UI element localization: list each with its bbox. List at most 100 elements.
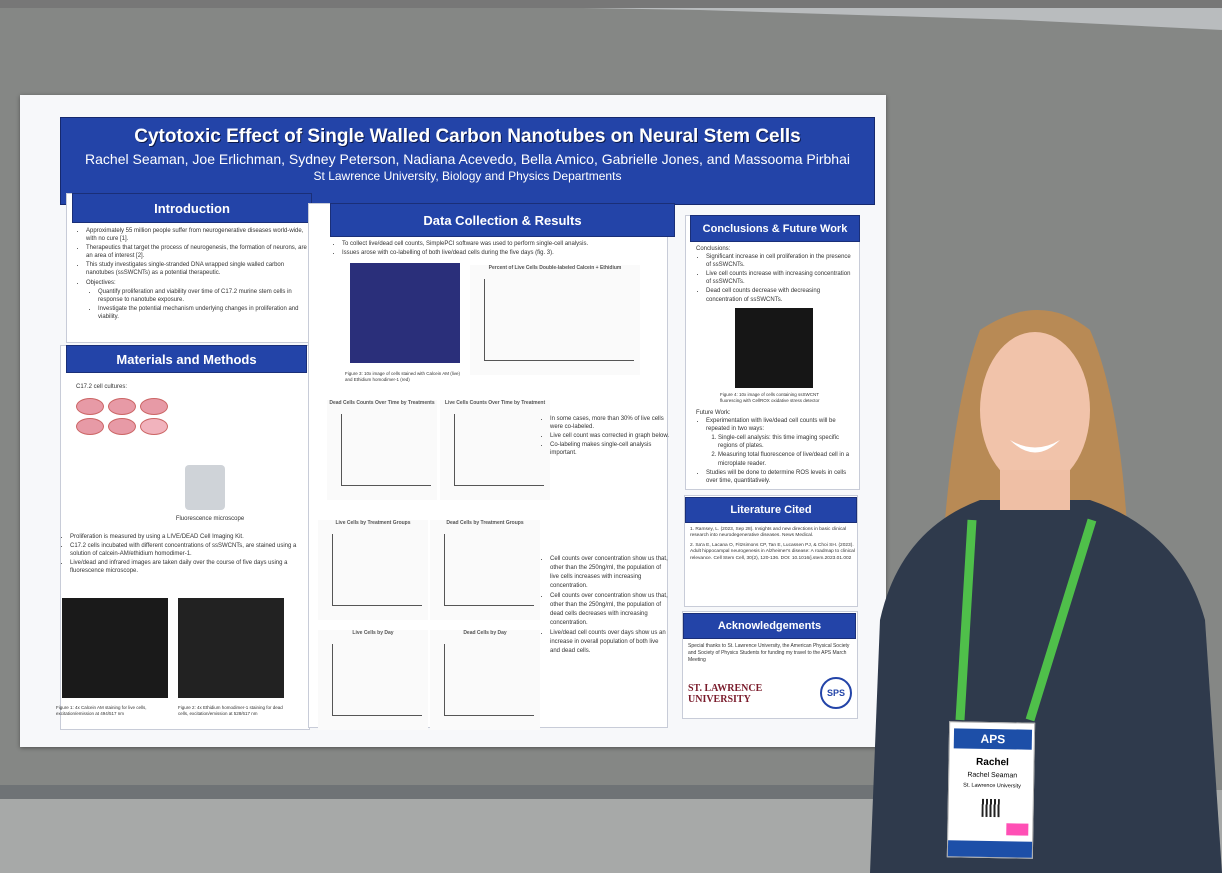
board-frame [0,785,880,799]
conclusions-intro: Conclusions: [696,246,731,252]
title-bar: Cytotoxic Effect of Single Walled Carbon… [60,117,875,205]
badge-full-name: Rachel Seaman [967,771,1018,780]
university-logo: ST. LAWRENCE UNIVERSITY [688,683,763,705]
intro-text: Approximately 55 million people suffer f… [76,227,308,339]
badge-qr [981,798,1000,818]
badge-name: Rachel [975,756,1009,769]
reference: 2. Sa'a E, Lacana O, Fitzsimons CP, Tan … [690,542,855,561]
lanyard [955,518,1097,722]
dish [76,418,104,435]
results-note-list: In some cases, more than 30% of live cel… [540,415,670,457]
face [980,332,1090,488]
intro-heading: Introduction [72,193,312,223]
conclusion-item-list: Significant increase in cell proliferati… [696,253,856,304]
reference: 1. Ramsey, L. (2023, Sep 28). Insights a… [690,527,847,539]
dish [108,398,136,415]
chart-title: Live Cells by Day [352,630,394,636]
society-logo: SPS [820,677,852,709]
chart-axes [332,534,422,606]
future-label: Future Work: [696,410,731,416]
chart-title: Percent of Live Cells Double-labeled Cal… [488,265,622,271]
chart-thumb: Live Cells by Treatment Groups [318,520,428,620]
live-image [62,598,168,698]
methods-text: Proliferation is measured by using a LIV… [60,533,306,593]
smile [1010,440,1060,453]
badge-sticker [1006,823,1029,836]
person [870,310,1222,873]
conclusion-item: Significant increase in cell proliferati… [706,253,856,269]
chart-axes [444,644,534,716]
intro-bullet: Objectives: [86,279,308,287]
conclusion-item: Live cell counts increase with increasin… [706,270,856,286]
results-bullet: To collect live/dead cell counts, Simple… [342,240,672,248]
figure-caption: Figure 2: 4x Ethidium homodimer-1 staini… [178,705,283,717]
conclusions-text: Conclusions:Significant increase in cell… [696,245,856,305]
intro-bullet: This study investigates single-stranded … [86,261,308,277]
poster-title: Cytotoxic Effect of Single Walled Carbon… [134,126,801,147]
results-note: Co-labeling makes single-cell analysis i… [550,441,670,457]
board-top [0,0,1222,8]
dish [140,418,168,435]
conclusion-item: Dead cell counts decrease with decreasin… [706,287,856,303]
methods-heading: Materials and Methods [66,345,307,373]
dish [108,418,136,435]
dead-image [178,598,284,698]
chart-axes [341,414,431,486]
results-note: In some cases, more than 30% of live cel… [550,415,670,431]
badge: APS Rachel Rachel Seaman St. Lawrence Unive… [946,721,1036,859]
cellrox-image [735,308,813,388]
chart-thumb: Dead Cells by Treatment Groups [430,520,540,620]
chart-title: Dead Cells by Treatment Groups [446,520,524,526]
culture-label: C17.2 cell cultures: [76,384,128,390]
methods-bullet-list: Proliferation is measured by using a LIV… [60,533,306,575]
future-item: Experimentation with live/dead cell coun… [706,417,858,433]
poster-affiliation: St Lawrence University, Biology and Phys… [313,169,622,183]
chart-thumb: Dead Cells Counts Over Time by Treatment… [327,400,437,500]
results-notes: In some cases, more than 30% of live cel… [540,415,670,475]
chart-thumb: Live Cells by Day [318,630,428,730]
results-finding: Cell counts over concentration show us t… [550,555,670,591]
figure-caption: Figure 1: 4x Calcein AM staining for liv… [56,705,147,717]
chart-axes [454,414,544,486]
methods-bullet: C17.2 cells incubated with different con… [70,542,306,558]
methods-bullet: Live/dead and infrared images are taken … [70,559,306,575]
chart-axes [444,534,534,606]
results-finding-list: Cell counts over concentration show us t… [542,555,670,656]
chart-title: Live Cells by Treatment Groups [335,520,411,526]
ack-text: Special thanks to St. Lawrence Universit… [688,643,850,663]
future-text: Future Work:Experimentation with live/de… [696,409,858,489]
results-finding: Live/dead cell counts over days show us … [550,629,670,656]
results-findings: Cell counts over concentration show us t… [542,555,670,695]
chart-thumb: Dead Cells by Day [430,630,540,730]
future-item: Studies will be done to determine ROS le… [706,469,858,485]
badge-org: APS [953,728,1033,750]
results-bullet: Issues arose with co-labelling of both l… [342,249,672,257]
literature-heading: Literature Cited [685,497,857,523]
results-heading: Data Collection & Results [330,203,675,237]
chart-title: Dead Cells by Day [463,630,507,636]
sweater [870,500,1222,873]
badge-footer [947,840,1033,858]
poster: Cytotoxic Effect of Single Walled Carbon… [20,95,886,747]
future-steps: Single-cell analysis: this time imaging … [706,434,858,467]
results-note: Live cell count was corrected in graph b… [550,432,670,440]
intro-bullet: Therapeutics that target the process of … [86,244,308,260]
future-step: Single-cell analysis: this time imaging … [718,434,858,450]
dish [140,398,168,415]
chart-axes [332,644,422,716]
intro-bullet: Approximately 55 million people suffer f… [86,227,308,243]
intro-bullet-list: Approximately 55 million people suffer f… [76,227,308,287]
microscope [185,465,225,510]
neck [1000,470,1070,510]
chart-title: Live Cells Counts Over Time by Treatment [444,400,546,406]
chart-thumb: Percent of Live Cells Double-labeled Cal… [470,265,640,375]
conclusions-heading: Conclusions & Future Work [690,215,860,242]
badge-affiliation: St. Lawrence University [963,782,1022,790]
objective: Investigate the potential mechanism unde… [98,305,308,321]
chart-thumb: Live Cells Counts Over Time by Treatment [440,400,550,500]
methods-bullet: Proliferation is measured by using a LIV… [70,533,306,541]
figure-caption: Figure 4: 10x image of cells containing … [720,392,820,404]
microscope-label: Fluorescence microscope [175,516,245,522]
future-list: Experimentation with live/dead cell coun… [696,417,858,485]
